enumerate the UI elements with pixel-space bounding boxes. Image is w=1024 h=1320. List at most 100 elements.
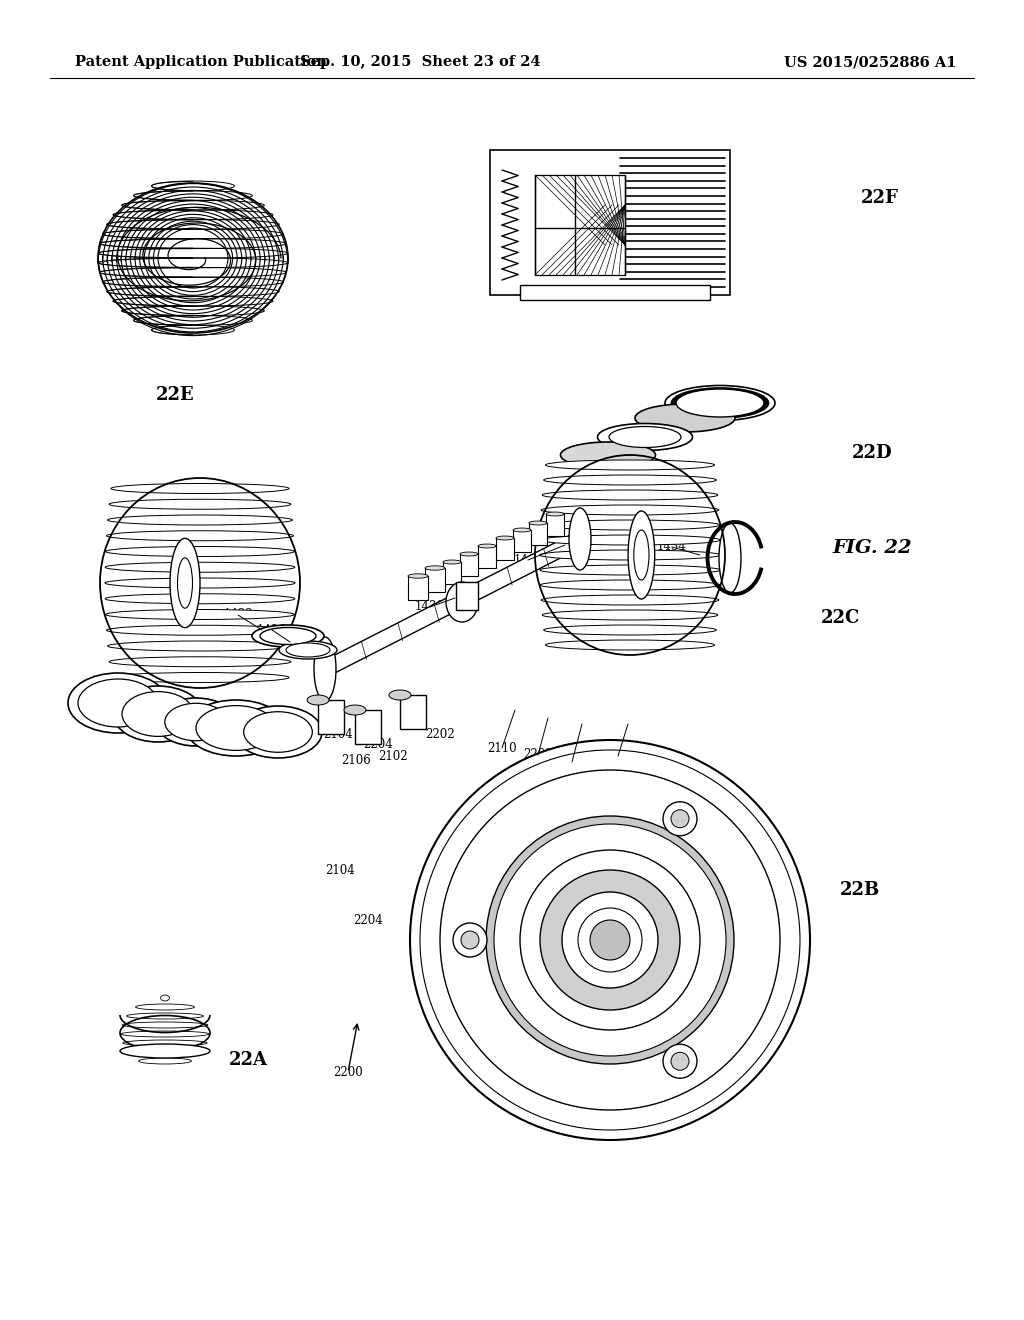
Text: 1436: 1436 [415, 601, 445, 614]
Ellipse shape [106, 531, 294, 541]
Ellipse shape [408, 574, 428, 578]
Circle shape [486, 816, 734, 1064]
Ellipse shape [541, 579, 720, 590]
Text: 2102: 2102 [378, 751, 408, 763]
Ellipse shape [478, 544, 496, 548]
Circle shape [420, 750, 800, 1130]
Circle shape [671, 809, 689, 828]
Ellipse shape [105, 546, 294, 557]
Circle shape [590, 920, 630, 960]
Circle shape [663, 801, 697, 836]
Ellipse shape [108, 642, 293, 651]
Ellipse shape [68, 673, 168, 733]
Ellipse shape [540, 565, 720, 576]
Ellipse shape [634, 531, 649, 579]
Ellipse shape [111, 672, 289, 682]
Ellipse shape [546, 640, 715, 649]
Text: 22F: 22F [861, 189, 899, 207]
Bar [400, 696, 426, 729]
Text: 2112: 2112 [557, 755, 587, 768]
Bar [456, 582, 478, 610]
Circle shape [540, 870, 680, 1010]
Ellipse shape [111, 483, 289, 494]
Ellipse shape [165, 704, 227, 741]
Ellipse shape [443, 560, 461, 564]
Circle shape [494, 824, 726, 1056]
Ellipse shape [113, 686, 203, 742]
Ellipse shape [78, 678, 158, 727]
Ellipse shape [628, 511, 654, 599]
Ellipse shape [170, 539, 200, 627]
Ellipse shape [314, 638, 336, 701]
Ellipse shape [544, 475, 717, 484]
Ellipse shape [597, 424, 692, 450]
Text: 22C: 22C [820, 609, 860, 627]
Ellipse shape [110, 657, 291, 667]
Ellipse shape [635, 404, 735, 432]
Ellipse shape [177, 558, 193, 609]
Ellipse shape [460, 552, 478, 556]
Ellipse shape [665, 385, 775, 421]
Ellipse shape [105, 578, 295, 587]
Ellipse shape [546, 512, 564, 516]
Bar [535, 176, 625, 275]
Ellipse shape [541, 520, 720, 531]
Ellipse shape [569, 508, 591, 570]
Text: 1412: 1412 [513, 553, 543, 566]
Circle shape [453, 923, 487, 957]
Text: 22A: 22A [228, 1051, 267, 1069]
Ellipse shape [676, 389, 764, 417]
Text: Patent Application Publication: Patent Application Publication [75, 55, 327, 69]
Ellipse shape [671, 388, 769, 418]
Ellipse shape [541, 506, 719, 515]
Ellipse shape [234, 706, 322, 758]
Text: US 2015/0252886 A1: US 2015/0252886 A1 [783, 55, 956, 69]
Circle shape [578, 908, 642, 972]
Text: 22B: 22B [840, 880, 880, 899]
Ellipse shape [446, 582, 478, 622]
Ellipse shape [425, 566, 445, 570]
Ellipse shape [546, 459, 715, 470]
Circle shape [663, 1044, 697, 1078]
Text: Sep. 10, 2015  Sheet 23 of 24: Sep. 10, 2015 Sheet 23 of 24 [300, 55, 541, 69]
Text: 1418: 1418 [183, 711, 213, 725]
Bar [520, 285, 710, 300]
Ellipse shape [286, 643, 330, 657]
Ellipse shape [106, 626, 294, 635]
Text: 1424: 1424 [267, 711, 297, 725]
Ellipse shape [120, 1044, 210, 1059]
Text: 2204: 2204 [353, 913, 383, 927]
Text: 1434: 1434 [657, 540, 687, 553]
Ellipse shape [156, 698, 236, 746]
Bar [408, 576, 428, 601]
Circle shape [440, 770, 780, 1110]
Bar [443, 562, 461, 583]
Bar [496, 539, 514, 560]
Text: 22D: 22D [852, 444, 892, 462]
Text: 1422: 1422 [223, 609, 253, 622]
Text: 1416: 1416 [143, 715, 173, 729]
Text: 1426: 1426 [257, 623, 287, 636]
Ellipse shape [543, 490, 718, 500]
Ellipse shape [529, 521, 547, 525]
Ellipse shape [196, 706, 276, 750]
Ellipse shape [120, 1015, 210, 1051]
Ellipse shape [609, 426, 681, 447]
Ellipse shape [544, 624, 717, 635]
Ellipse shape [560, 442, 655, 469]
Text: 2202: 2202 [425, 729, 455, 742]
Ellipse shape [541, 595, 719, 605]
Ellipse shape [307, 696, 329, 705]
Circle shape [562, 892, 658, 987]
Ellipse shape [186, 700, 286, 756]
Ellipse shape [344, 705, 366, 715]
Text: 2104: 2104 [324, 729, 353, 742]
Circle shape [410, 741, 810, 1140]
Bar [513, 531, 531, 552]
Ellipse shape [105, 562, 295, 573]
Ellipse shape [105, 610, 294, 619]
Bar [490, 150, 730, 294]
Text: 22E: 22E [156, 385, 195, 404]
Ellipse shape [105, 594, 295, 603]
Ellipse shape [279, 642, 337, 659]
